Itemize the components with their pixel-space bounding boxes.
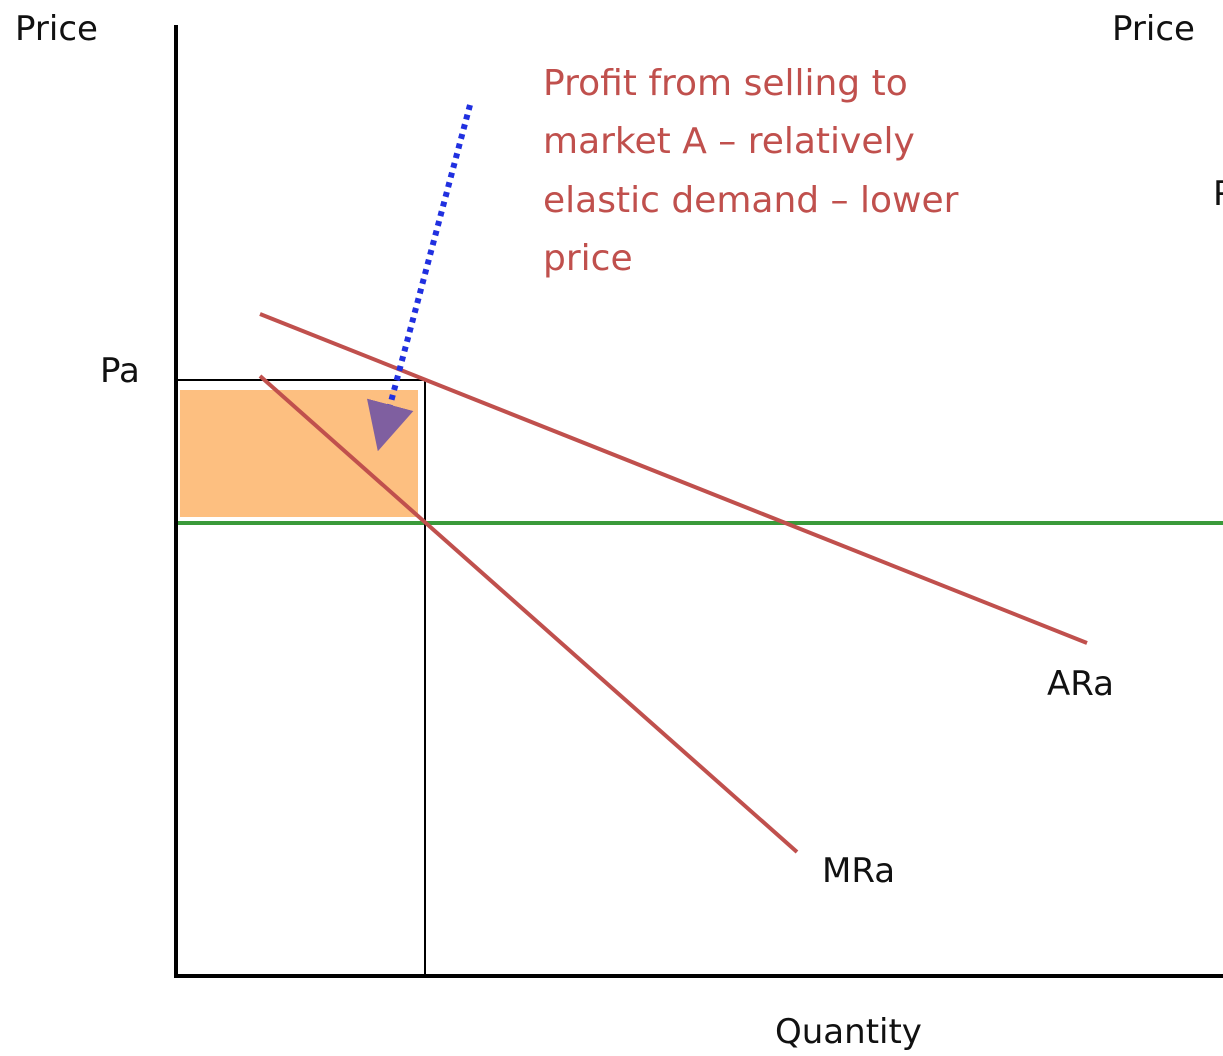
annotation-line: Profit from selling to (543, 63, 908, 104)
ar-label: ARa (1047, 664, 1114, 704)
price-label: Pa (100, 351, 140, 391)
mr-label: MRa (822, 851, 895, 891)
y-axis-label-right: Price (1112, 9, 1195, 49)
annotation-line: price (543, 238, 633, 279)
mr-curve (258, 374, 799, 854)
x-axis-label: Quantity (775, 1012, 922, 1052)
annotation-line: elastic demand – lower (543, 180, 959, 221)
annotation-line: market A – relatively (543, 121, 915, 162)
y-axis-label-partial: P (1213, 174, 1223, 214)
y-axis-label: Price (15, 9, 98, 49)
